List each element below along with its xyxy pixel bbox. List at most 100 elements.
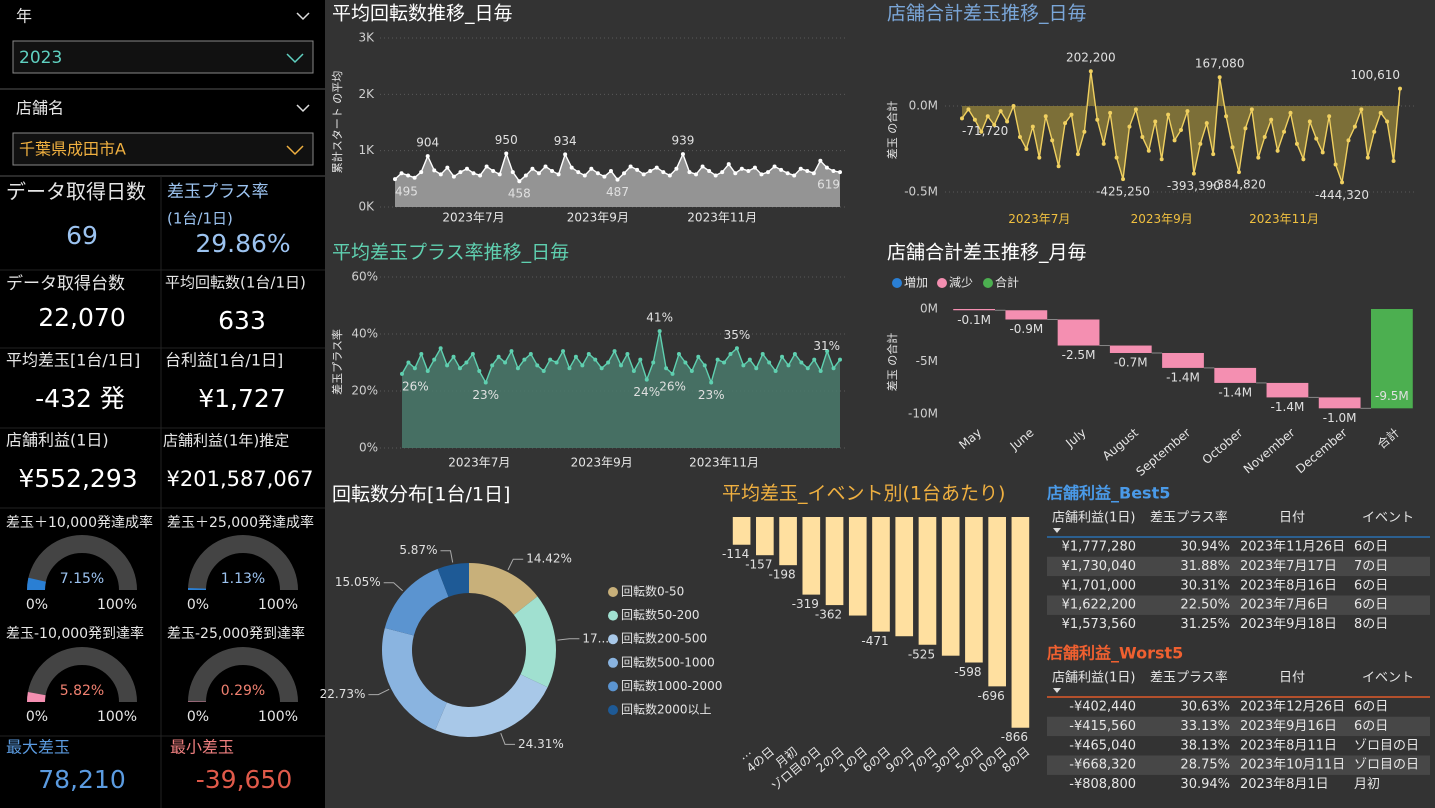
kpi-value: ¥201,587,067 [167,467,314,491]
point [573,354,578,359]
point [1249,107,1254,112]
column-header: 差玉プラス率 [1150,670,1228,686]
chevron[interactable] [286,145,304,156]
table-cell: 8の日 [1354,617,1388,632]
point [497,172,502,177]
table-cell: 2023年11月26日 [1240,540,1345,555]
point [1185,109,1190,114]
kpi-label: 最大差玉 [6,738,70,757]
table-cell: 2023年8月16日 [1240,578,1337,593]
point [754,366,759,371]
table-title: 店舗利益_Worst5 [1047,644,1183,663]
data-label: 24% [633,385,660,399]
data-label: -696 [978,689,1005,703]
point [683,360,688,365]
point [785,171,790,176]
legend-label: 回転数2000以上 [621,702,712,717]
data-label: -9.5M [1375,389,1409,403]
point [1050,138,1055,143]
table-cell: -¥402,440 [1069,700,1136,715]
data-label: 35% [724,328,751,342]
year-dropdown[interactable]: 2023 [12,40,314,74]
point [1320,150,1325,155]
point [998,109,1003,114]
table-cell: -¥415,560 [1069,719,1136,734]
row-stripe [1047,556,1430,577]
point [602,174,607,179]
point [1269,117,1274,122]
dropdown-box[interactable] [12,40,314,74]
point [798,166,803,171]
point [608,168,613,173]
data-label: -1.4M [1271,400,1305,414]
point [1024,146,1029,151]
legend-label: 合計 [995,275,1019,290]
x-tick-label: 2023年9月 [571,456,633,470]
point [1005,119,1010,124]
point [1075,152,1080,157]
slice [382,627,447,731]
data-label: 26% [659,379,686,393]
point [432,168,437,173]
gauge-value [27,577,46,591]
point [536,171,541,176]
kpi-value: -432 発 [35,384,125,413]
data-label: 14.42% [526,552,572,566]
leader-line [383,582,403,592]
kpi-label: 平均差玉[1台/1日] [6,351,140,370]
point [1063,121,1068,126]
dropdown-value[interactable]: 2023 [19,48,62,68]
data-label: 934 [554,134,577,148]
point [674,166,679,171]
point [746,168,751,173]
y-tick-label: 0.0M [909,98,938,112]
point [1314,136,1319,141]
point [615,177,620,182]
gauge-value [27,692,46,703]
chevron [296,104,310,113]
point [412,175,417,180]
point [457,366,462,371]
point [515,366,520,371]
point [1114,155,1119,160]
dropdown-box[interactable] [12,132,314,166]
data-label: -0.9M [1009,322,1043,336]
column-header: 日付 [1279,511,1305,526]
data-label: 619 [817,178,840,192]
point [1236,170,1241,175]
legend-label: 回転数200-500 [621,631,707,646]
dropdown-value[interactable]: 千葉県成田市A [19,140,126,159]
point [528,351,533,356]
point [419,170,424,175]
sort-arrow [1053,528,1061,533]
store-dropdown[interactable]: 千葉県成田市A [12,132,314,166]
point [726,162,731,167]
point [510,170,515,175]
gauge-min: 0% [26,709,48,725]
chevron[interactable] [286,53,304,64]
legend-label: 回転数1000-2000 [621,678,722,693]
point [1352,124,1357,129]
point [561,349,566,354]
point [635,167,640,172]
point [1172,138,1177,143]
point [400,371,404,376]
table-cell: 30.94% [1180,540,1230,555]
point [419,351,424,356]
point [1133,107,1138,112]
point [589,166,594,171]
kpi-label: データ取得日数 [6,180,146,204]
point [960,116,964,121]
point [689,369,694,374]
point [504,151,509,156]
point [483,380,488,385]
table-cell: 33.13% [1180,719,1230,734]
table-cell: ¥1,777,280 [1062,540,1136,555]
data-label: -157 [745,558,772,572]
x-tick-label: 2023年7月 [442,211,504,225]
table-cell: ¥1,622,200 [1062,598,1136,613]
y-tick-label: -0.5M [904,184,938,198]
kpi-sublabel: (1台/1日) [167,210,233,228]
legend-label: 減少 [949,275,973,290]
y-tick-label: 0% [359,441,378,455]
